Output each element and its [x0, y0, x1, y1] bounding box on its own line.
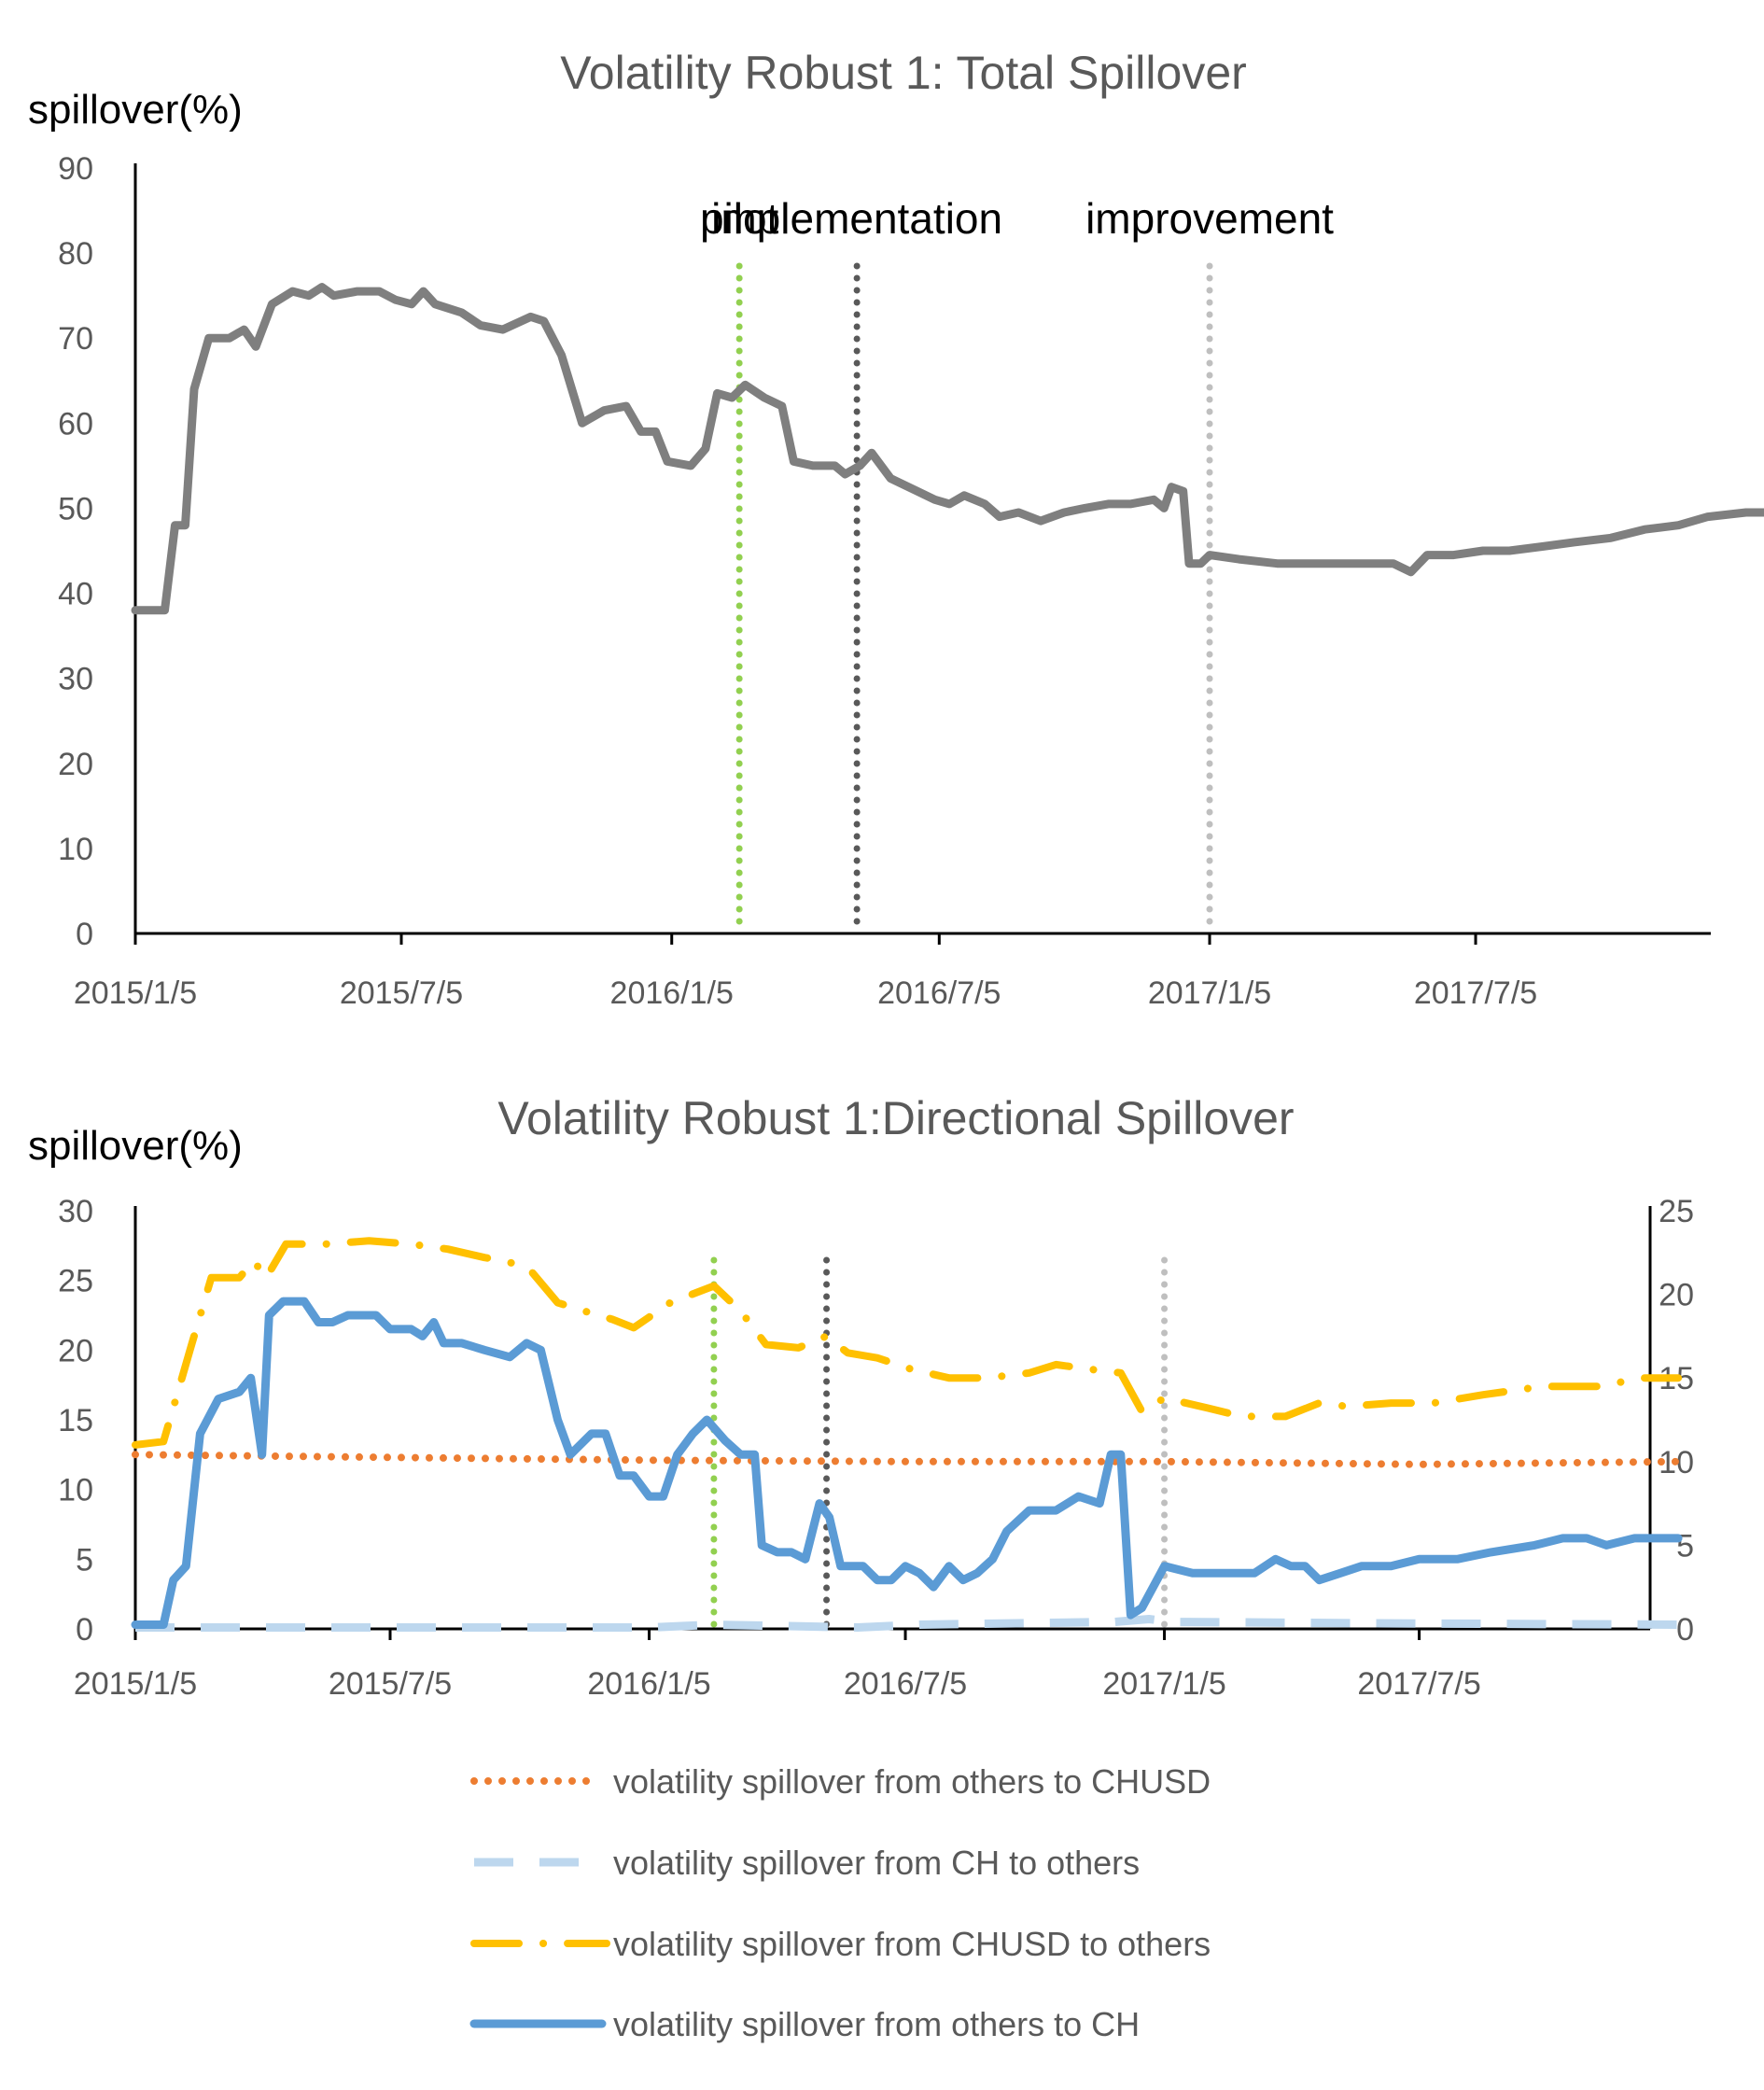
y-tick-label: 5	[76, 1542, 93, 1578]
y-tick-label: 0	[76, 1612, 93, 1648]
x-tick-label: 2015/1/5	[74, 1666, 197, 1702]
y-tick-label: 70	[58, 321, 93, 357]
chart2-title: Volatility Robust 1:Directional Spillove…	[497, 1092, 1294, 1144]
x-tick-label: 2017/1/5	[1102, 1666, 1225, 1702]
chart1-axes: 0 10 20 30 40 50 60 70 80 90 2015/1/5 2015/7/5 2016/…	[58, 151, 1711, 1011]
x-tick-label: 2015/7/5	[340, 975, 463, 1011]
y-tick-label: 10	[58, 832, 93, 867]
x-tick-label: 2016/1/5	[610, 975, 734, 1011]
y-tick-label: 40	[58, 577, 93, 612]
x-tick-label: 2017/7/5	[1357, 1666, 1480, 1702]
y-tick-label: 60	[58, 406, 93, 442]
y-tick-label: 20	[58, 1333, 93, 1368]
y-tick-label: 25	[58, 1264, 93, 1299]
y2-tick-label: 25	[1659, 1194, 1694, 1229]
series-line-volatility-spillover-from-others-to-ch	[131, 1297, 1683, 1629]
x-tick-label: 2016/1/5	[587, 1666, 710, 1702]
x-tick-label: 2017/7/5	[1414, 975, 1537, 1011]
x-tick-label: 2016/7/5	[877, 975, 1001, 1011]
y-tick-label: 10	[58, 1473, 93, 1508]
series-line-volatility-spillover-from-others-to-chusd	[132, 1451, 1683, 1468]
chart1-title: Volatility Robust 1: Total Spillover	[560, 47, 1247, 99]
event-label-improvement: improvement	[1085, 194, 1334, 243]
chart1-ylabel: spillover(%)	[28, 87, 243, 133]
chart2-series	[131, 1237, 1683, 1632]
x-tick-label: 2016/7/5	[844, 1666, 967, 1702]
y-tick-label: 50	[58, 491, 93, 526]
y-tick-label: 15	[58, 1403, 93, 1438]
x-tick-label: 2017/1/5	[1148, 975, 1271, 1011]
y-tick-label: 30	[58, 662, 93, 697]
y2-tick-label: 20	[1659, 1278, 1694, 1313]
chart2-ylabel: spillover(%)	[28, 1123, 243, 1169]
event-label-implementation: implementation	[711, 194, 1002, 243]
chart2-legend: volatility spillover from others to CHUS…	[469, 1762, 1211, 2043]
legend-label-others-to-ch: volatility spillover from others to CH	[613, 2005, 1140, 2043]
event-label-pilot: pilot	[700, 194, 779, 243]
y-tick-label: 80	[58, 236, 93, 272]
y2-tick-label: 0	[1676, 1612, 1694, 1648]
series-line-volatility-spillover-from-chusd-to-others	[132, 1237, 1683, 1449]
y-tick-label: 30	[58, 1194, 93, 1229]
legend-label-ch-to-others: volatility spillover from CH to others	[613, 1844, 1140, 1882]
y-tick-label: 20	[58, 747, 93, 782]
legend-label-chusd-to-others: volatility spillover from CHUSD to other…	[613, 1925, 1211, 1963]
legend-label-others-to-chusd: volatility spillover from others to CHUS…	[613, 1762, 1211, 1801]
series-line-volatility-spillover-from-ch-to-others	[135, 1615, 1679, 1632]
x-tick-label: 2015/7/5	[329, 1666, 452, 1702]
x-tick-label: 2015/1/5	[74, 975, 197, 1011]
chart2-event-lines	[710, 1256, 1169, 1633]
y-tick-label: 0	[76, 917, 93, 952]
y2-tick-label: 5	[1676, 1528, 1694, 1564]
chart1-series	[131, 283, 1764, 615]
y-tick-label: 90	[58, 151, 93, 187]
series-line-total-spillover	[131, 283, 1764, 615]
